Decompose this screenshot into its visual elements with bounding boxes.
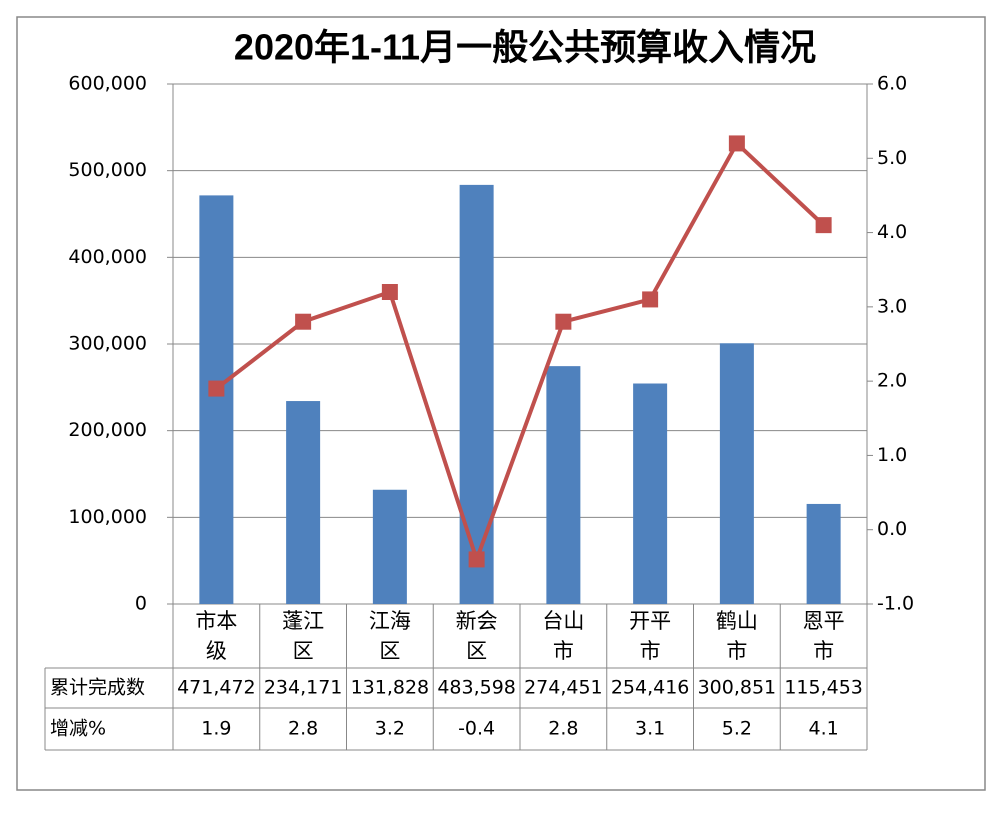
bar [633, 383, 668, 604]
table-value: 2.8 [548, 718, 578, 740]
line-marker [208, 380, 225, 397]
table-value: 1.9 [201, 718, 231, 740]
y-tick-label: 0 [135, 593, 147, 615]
x-tick-label-box: 恩平市 [780, 606, 867, 666]
x-tick-label-box: 开平市 [607, 606, 694, 666]
bar [546, 366, 581, 604]
table-value: 300,851 [698, 677, 777, 699]
y-tick-label: 200,000 [68, 419, 147, 441]
x-tick-label-box: 市本级 [173, 606, 260, 666]
x-tick-label: 市本级 [195, 609, 238, 663]
y2-tick-label: -1.0 [877, 593, 914, 615]
table-value: 274,451 [524, 677, 603, 699]
table-value: 3.2 [375, 718, 405, 740]
chart-title: 2020年1-11月一般公共预算收入情况 [234, 27, 816, 68]
line [215, 140, 825, 566]
x-tick-label: 江海区 [368, 609, 411, 663]
table-value: 5.2 [722, 718, 752, 740]
y-tick-label: 300,000 [68, 333, 147, 355]
x-tick-label-box: 江海区 [347, 606, 434, 666]
table-value: 4.1 [809, 718, 839, 740]
x-tick-label: 蓬江区 [282, 609, 325, 663]
line-marker [728, 135, 745, 152]
table-value: 471,472 [177, 677, 256, 699]
y2-tick-label: 0.0 [877, 518, 907, 540]
y-tick-label: 500,000 [68, 159, 147, 181]
y2-tick-label: 5.0 [877, 147, 907, 169]
table-value: 483,598 [437, 677, 516, 699]
line-marker [815, 217, 832, 234]
x-tick-label: 新会区 [455, 609, 498, 663]
line-marker [295, 313, 312, 330]
line-marker [555, 313, 572, 330]
x-tick-label-box: 台山市 [520, 606, 607, 666]
bar [459, 184, 494, 605]
table-value: 2.8 [288, 718, 318, 740]
x-tick-label: 台山市 [542, 609, 585, 663]
y-tick-label: 600,000 [68, 73, 147, 95]
table-value: 234,171 [264, 677, 343, 699]
y2-tick-label: 2.0 [877, 370, 907, 392]
line-marker [468, 551, 485, 568]
table-value: 131,828 [351, 677, 430, 699]
x-tick-label-box: 新会区 [433, 606, 520, 666]
x-tick-label: 恩平市 [802, 609, 845, 663]
bar [286, 401, 321, 604]
y-tick-label: 400,000 [68, 246, 147, 268]
x-tick-label-box: 蓬江区 [260, 606, 347, 666]
table-row-header: 增减% [50, 718, 106, 740]
table-row-header: 累计完成数 [50, 677, 145, 699]
table-value: 254,416 [611, 677, 690, 699]
bar [806, 503, 841, 604]
bar [719, 343, 754, 604]
y2-tick-label: 3.0 [877, 295, 907, 317]
line-marker [642, 291, 659, 308]
y-tick-label: 100,000 [68, 506, 147, 528]
table-value: 3.1 [635, 718, 665, 740]
y2-tick-label: 1.0 [877, 444, 907, 466]
y2-tick-label: 4.0 [877, 221, 907, 243]
table-value: 115,453 [784, 677, 863, 699]
bar [199, 195, 234, 604]
bar [372, 489, 407, 604]
x-tick-label-box: 鹤山市 [694, 606, 781, 666]
chart-border [16, 16, 986, 791]
y2-tick-label: 6.0 [877, 73, 907, 95]
x-tick-label: 开平市 [629, 609, 672, 663]
x-tick-label: 鹤山市 [715, 609, 758, 663]
line-marker [381, 284, 398, 300]
table-value: -0.4 [458, 718, 495, 740]
